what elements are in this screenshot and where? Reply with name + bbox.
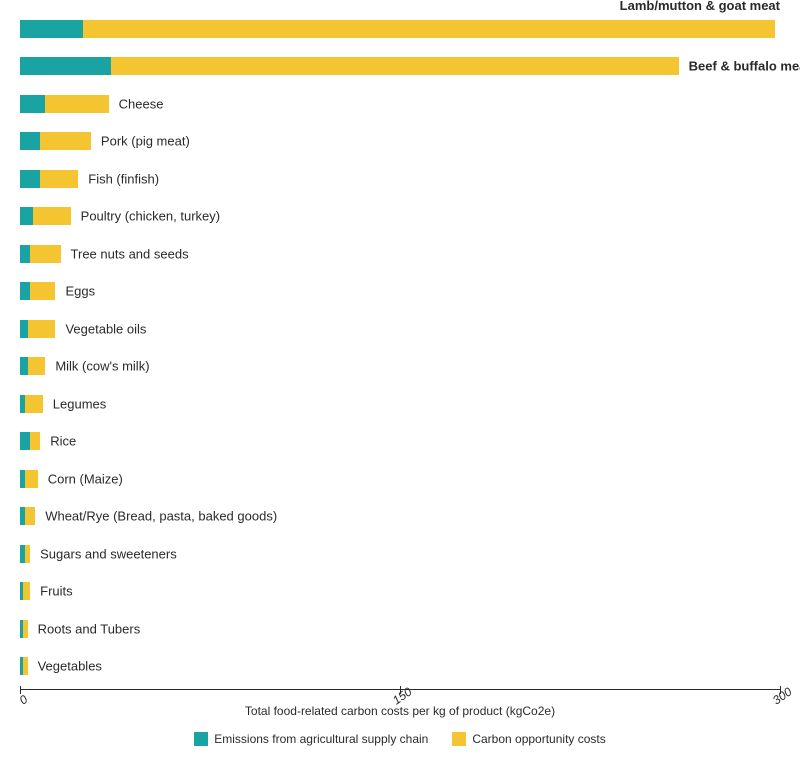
bar-segment-opportunity: [25, 470, 38, 488]
legend-label-emissions: Emissions from agricultural supply chain: [214, 732, 428, 746]
bar-segment-opportunity: [40, 170, 78, 188]
bar-row: Eggs: [20, 273, 780, 311]
bar-row: Lamb/mutton & goat meat: [20, 10, 780, 48]
bar-label: Rice: [50, 434, 76, 449]
bar-label: Legumes: [53, 396, 106, 411]
bar-row: Corn (Maize): [20, 460, 780, 498]
bar-row: Fruits: [20, 573, 780, 611]
x-axis: 0150300: [20, 689, 780, 715]
bar-label: Sugars and sweeteners: [40, 546, 177, 561]
bar-label: Tree nuts and seeds: [71, 246, 189, 261]
bar-label: Pork (pig meat): [101, 134, 190, 149]
bar-segment-emissions: [20, 357, 28, 375]
bar-track: [20, 20, 780, 38]
bar-track: [20, 282, 780, 300]
bar-row: Rice: [20, 423, 780, 461]
bar-segment-emissions: [20, 57, 111, 75]
bar-row: Sugars and sweeteners: [20, 535, 780, 573]
bar-segment-opportunity: [25, 395, 43, 413]
bar-row: Milk (cow's milk): [20, 348, 780, 386]
bar-segment-emissions: [20, 432, 30, 450]
legend-item-emissions: Emissions from agricultural supply chain: [194, 732, 428, 746]
bar-track: [20, 57, 780, 75]
legend-item-opportunity: Carbon opportunity costs: [452, 732, 605, 746]
legend-label-opportunity: Carbon opportunity costs: [472, 732, 605, 746]
bar-rows: Lamb/mutton & goat meatBeef & buffalo me…: [20, 10, 780, 685]
bar-track: [20, 582, 780, 600]
axis-tick-label: 0: [17, 692, 31, 707]
bar-label: Beef & buffalo meat: [689, 59, 800, 74]
bar-segment-emissions: [20, 95, 45, 113]
chart-area: Lamb/mutton & goat meatBeef & buffalo me…: [20, 10, 780, 690]
legend-swatch-opportunity: [452, 732, 466, 746]
bar-segment-opportunity: [83, 20, 775, 38]
bar-segment-emissions: [20, 132, 40, 150]
bar-segment-opportunity: [28, 320, 56, 338]
bar-row: Beef & buffalo meat: [20, 48, 780, 86]
bar-segment-opportunity: [23, 620, 28, 638]
bar-segment-opportunity: [45, 95, 108, 113]
bar-segment-emissions: [20, 20, 83, 38]
bar-row: Roots and Tubers: [20, 610, 780, 648]
bar-label: Corn (Maize): [48, 471, 123, 486]
bar-row: Wheat/Rye (Bread, pasta, baked goods): [20, 498, 780, 536]
bar-label: Milk (cow's milk): [55, 359, 149, 374]
bar-label: Fish (finfish): [88, 171, 159, 186]
bar-label: Wheat/Rye (Bread, pasta, baked goods): [45, 509, 277, 524]
bar-segment-opportunity: [25, 507, 35, 525]
bar-segment-opportunity: [30, 432, 40, 450]
bar-segment-opportunity: [111, 57, 678, 75]
bar-row: Vegetable oils: [20, 310, 780, 348]
bar-segment-opportunity: [30, 245, 60, 263]
bar-row: Poultry (chicken, turkey): [20, 198, 780, 236]
bar-track: [20, 395, 780, 413]
bar-segment-opportunity: [33, 207, 71, 225]
bar-row: Fish (finfish): [20, 160, 780, 198]
bar-segment-opportunity: [25, 545, 30, 563]
bar-segment-emissions: [20, 170, 40, 188]
bar-track: [20, 432, 780, 450]
bar-segment-opportunity: [28, 357, 46, 375]
bar-track: [20, 657, 780, 675]
bar-label: Eggs: [65, 284, 95, 299]
bar-segment-opportunity: [23, 582, 31, 600]
bar-label: Vegetables: [38, 659, 102, 674]
bar-segment-opportunity: [30, 282, 55, 300]
bar-segment-emissions: [20, 320, 28, 338]
axis-tick-label: 300: [770, 685, 794, 708]
bar-row: Legumes: [20, 385, 780, 423]
bar-label: Roots and Tubers: [38, 621, 141, 636]
bar-segment-opportunity: [23, 657, 28, 675]
legend-swatch-emissions: [194, 732, 208, 746]
bar-label: Cheese: [119, 96, 164, 111]
bar-label: Vegetable oils: [65, 321, 146, 336]
bar-row: Tree nuts and seeds: [20, 235, 780, 273]
legend: Emissions from agricultural supply chain…: [20, 732, 780, 746]
bar-label: Lamb/mutton & goat meat: [620, 0, 780, 13]
axis-tick-label: 150: [390, 685, 414, 708]
bar-row: Vegetables: [20, 648, 780, 686]
bar-row: Pork (pig meat): [20, 123, 780, 161]
bar-label: Fruits: [40, 584, 73, 599]
bar-segment-emissions: [20, 282, 30, 300]
bar-segment-emissions: [20, 245, 30, 263]
bar-segment-opportunity: [40, 132, 91, 150]
bar-track: [20, 470, 780, 488]
bar-row: Cheese: [20, 85, 780, 123]
bar-segment-emissions: [20, 207, 33, 225]
bar-label: Poultry (chicken, turkey): [81, 209, 220, 224]
